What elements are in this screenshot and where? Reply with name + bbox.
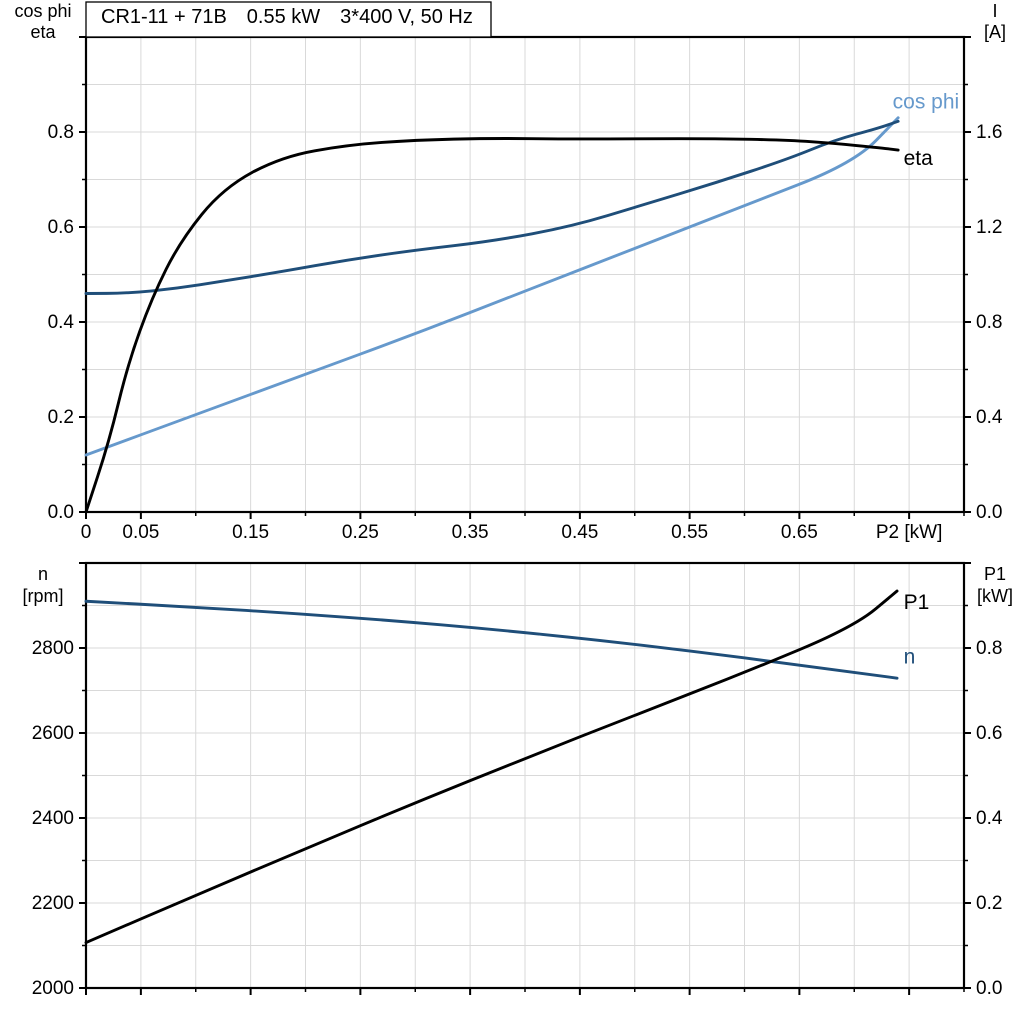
svg-text:0.8: 0.8	[976, 638, 1002, 659]
svg-text:0.4: 0.4	[976, 808, 1003, 829]
svg-text:[rpm]: [rpm]	[22, 586, 63, 606]
svg-text:2000: 2000	[32, 978, 74, 999]
svg-text:0.05: 0.05	[122, 522, 159, 543]
svg-text:0.15: 0.15	[232, 522, 269, 543]
svg-text:0.8: 0.8	[976, 312, 1002, 333]
svg-text:I: I	[992, 1, 997, 21]
svg-text:cos phi: cos phi	[14, 1, 71, 21]
svg-text:2800: 2800	[32, 638, 74, 659]
svg-text:0.8: 0.8	[48, 122, 74, 143]
svg-text:0: 0	[81, 522, 92, 543]
svg-text:1.6: 1.6	[976, 122, 1002, 143]
svg-text:0.35: 0.35	[452, 522, 489, 543]
svg-text:P1: P1	[984, 564, 1006, 584]
svg-text:0.6: 0.6	[48, 217, 74, 238]
svg-text:0.4: 0.4	[976, 407, 1003, 428]
svg-text:0.0: 0.0	[976, 502, 1002, 523]
svg-text:2600: 2600	[32, 723, 74, 744]
svg-text:2400: 2400	[32, 808, 74, 829]
svg-text:0.25: 0.25	[342, 522, 379, 543]
svg-text:0.4: 0.4	[48, 312, 75, 333]
svg-text:[kW]: [kW]	[977, 586, 1013, 606]
svg-text:0.6: 0.6	[976, 723, 1002, 744]
svg-text:0.0: 0.0	[48, 502, 74, 523]
svg-text:P1: P1	[904, 591, 930, 614]
svg-text:eta: eta	[30, 22, 56, 42]
svg-text:n: n	[904, 646, 916, 669]
svg-text:P2 [kW]: P2 [kW]	[876, 522, 943, 543]
svg-text:0.0: 0.0	[976, 978, 1002, 999]
svg-text:n: n	[38, 564, 48, 584]
svg-text:0.55: 0.55	[671, 522, 708, 543]
svg-text:0.2: 0.2	[48, 407, 74, 428]
svg-text:CR1-11 + 71B 0.55 kW 3*400 V: CR1-11 + 71B 0.55 kW 3*400 V, 50 Hz	[101, 6, 473, 28]
svg-text:1.2: 1.2	[976, 217, 1002, 238]
svg-text:eta: eta	[904, 147, 934, 170]
svg-text:0.65: 0.65	[781, 522, 818, 543]
svg-text:cos phi: cos phi	[893, 90, 960, 113]
svg-text:0.2: 0.2	[976, 893, 1002, 914]
svg-text:[A]: [A]	[984, 22, 1006, 42]
svg-text:2200: 2200	[32, 893, 74, 914]
svg-text:0.45: 0.45	[561, 522, 598, 543]
